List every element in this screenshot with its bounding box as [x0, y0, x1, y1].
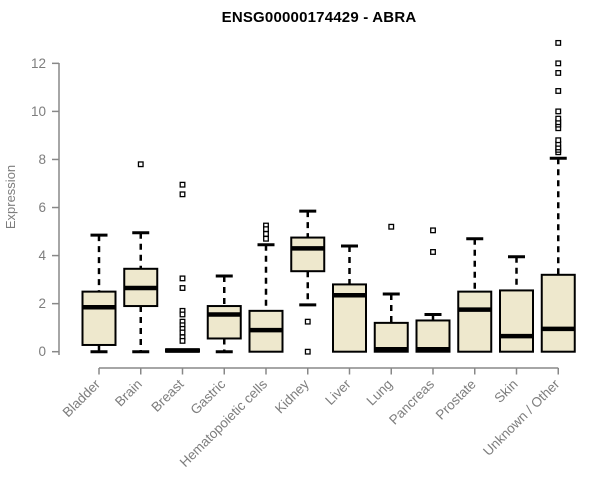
x-tick-label-skin: Skin [491, 377, 520, 406]
x-tick-label-pancreas: Pancreas [386, 376, 437, 427]
box-skin [499, 289, 534, 353]
x-tick-label-brain: Brain [112, 377, 145, 410]
outlier-kidney-1 [304, 348, 311, 355]
outlier-hematopoietic-cells-1 [263, 226, 269, 233]
y-tick-label-2: 2 [38, 296, 46, 311]
outlier-unknown-other-9 [555, 108, 562, 115]
x-tick-label-bladder: Bladder [60, 376, 104, 420]
box-gastric [206, 305, 242, 340]
outlier-breast-5 [179, 311, 186, 318]
box-kidney [290, 236, 326, 273]
outlier-unknown-other-8 [555, 115, 562, 122]
x-tick-label-prostate: Prostate [433, 377, 479, 423]
outlier-brain-0 [137, 161, 144, 168]
y-axis-title: Expression [3, 165, 18, 229]
box-bladder [81, 290, 117, 346]
outlier-breast-11 [179, 337, 186, 344]
outlier-unknown-other-4 [555, 137, 562, 144]
outlier-hematopoietic-cells-3 [263, 235, 269, 242]
x-tick-label-breast: Breast [148, 376, 186, 414]
outlier-lung-0 [388, 223, 395, 230]
box-lung [373, 321, 409, 353]
x-tick-label-unknown-other: Unknown / Other [480, 376, 563, 459]
outlier-breast-9 [179, 329, 186, 336]
box-unknown-other [540, 273, 576, 353]
outlier-pancreas-1 [430, 249, 436, 255]
outlier-unknown-other-11 [555, 70, 562, 76]
outlier-unknown-other-12 [555, 60, 562, 67]
x-tick-label-gastric: Gastric [188, 376, 229, 417]
outlier-breast-1 [179, 191, 186, 198]
outlier-kidney-0 [304, 318, 311, 325]
x-tick-label-lung: Lung [364, 377, 396, 409]
outlier-unknown-other-13 [555, 39, 562, 46]
box-pancreas [415, 319, 451, 353]
y-tick-label-4: 4 [38, 248, 46, 263]
y-tick-label-6: 6 [38, 200, 46, 215]
y-tick-label-0: 0 [38, 344, 46, 359]
box-prostate [457, 290, 493, 353]
outlier-hematopoietic-cells-2 [263, 231, 269, 237]
y-tick-label-10: 10 [31, 104, 46, 119]
y-tick-label-8: 8 [38, 152, 46, 167]
outlier-breast-3 [179, 285, 186, 291]
x-tick-label-kidney: Kidney [272, 376, 312, 416]
outlier-breast-2 [179, 275, 186, 282]
outlier-breast-0 [179, 181, 186, 188]
outlier-pancreas-0 [430, 227, 436, 234]
x-tick-label-liver: Liver [322, 376, 354, 408]
y-tick-label-12: 12 [31, 56, 46, 71]
chart-title: ENSG00000174429 - ABRA [221, 9, 417, 26]
outlier-unknown-other-10 [555, 88, 562, 94]
